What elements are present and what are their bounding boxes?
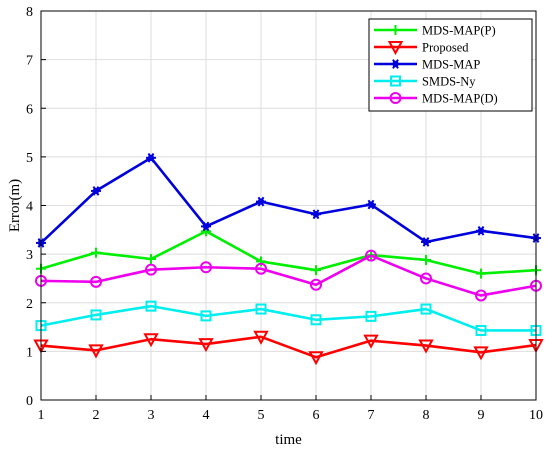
series-mds-map [36,153,541,248]
data-point [365,249,377,262]
legend: MDS-MAP(P) Proposed MDS-MAP SMDS-Ny MDS-MAP(… [368,18,533,112]
legend-marker [387,41,404,56]
legend-marker [390,25,401,35]
data-point [473,346,489,361]
x-axis-title: time [275,432,302,448]
legend-label: SMDS-Ny [422,75,476,89]
data-point [418,339,434,354]
data-point [145,263,157,276]
x-tick-label: 8 [423,408,430,423]
data-point [475,324,487,336]
data-point [421,254,431,265]
x-tick-label: 6 [313,408,320,423]
legend-entry: MDS-MAP(D) [374,92,498,106]
x-tick-label: 9 [478,408,485,423]
series-mds-map-d- [35,249,542,302]
data-point [201,221,211,232]
data-point [420,272,432,285]
data-point [308,351,324,366]
data-point [363,334,379,349]
series-line [40,254,537,297]
data-point [420,303,432,315]
data-point [365,310,377,322]
series-line [40,335,537,359]
data-point [253,330,269,345]
y-tick-label: 3 [26,248,33,263]
data-point [90,309,102,321]
legend-label: Proposed [422,41,469,55]
x-tick-label: 3 [148,408,155,423]
data-point [476,225,486,236]
data-point [88,344,104,359]
data-point [256,256,266,267]
x-tick-label: 5 [258,408,265,423]
legend-label: MDS-MAP [422,58,480,72]
data-point [256,196,266,207]
data-point [475,289,487,302]
legend-entry: MDS-MAP(P) [374,24,496,38]
series-proposed [33,330,544,366]
data-point [90,275,102,288]
y-tick-label: 4 [26,200,33,215]
data-point [146,153,156,163]
legend-label: MDS-MAP(P) [422,24,496,38]
y-tick-label: 5 [26,151,33,166]
series-line [40,229,537,275]
legend-label: MDS-MAP(D) [422,92,498,106]
legend-marker [389,92,402,104]
legend-marker [390,75,401,87]
data-point [366,199,376,210]
data-point [310,314,322,326]
y-axis-title: Error(m) [7,179,23,232]
x-tick-label: 4 [203,408,210,423]
y-tick-label: 6 [26,102,33,117]
data-point [200,261,212,274]
y-tick-label: 8 [26,5,33,20]
y-tick-label: 0 [26,394,33,409]
x-tick-label: 1 [38,408,45,423]
y-tick-label: 1 [26,345,33,360]
legend-marker [390,59,401,69]
data-point [146,253,156,264]
series-smds-ny [35,300,542,336]
data-point [311,209,321,220]
data-point [255,262,267,275]
x-tick-label: 10 [529,408,543,423]
series-line [40,156,537,244]
legend-entry: SMDS-Ny [374,75,476,89]
data-point [255,303,267,315]
data-point [145,300,157,312]
data-point [310,278,322,291]
legend-entry: Proposed [374,41,469,56]
series-layer [33,153,544,366]
y-tick-label: 2 [26,297,33,312]
data-point [476,268,486,279]
data-point [311,265,321,276]
x-tick-label: 7 [368,408,375,423]
y-tick-label: 7 [26,54,33,69]
data-point [91,186,101,196]
data-point [200,310,212,322]
series-mds-map-p- [36,226,541,279]
x-tick-label: 2 [93,408,100,423]
series-line [40,304,536,332]
data-point [198,338,214,353]
data-point [143,333,159,348]
legend-entry: MDS-MAP [374,58,480,72]
data-point [421,237,431,247]
data-point [91,247,101,258]
